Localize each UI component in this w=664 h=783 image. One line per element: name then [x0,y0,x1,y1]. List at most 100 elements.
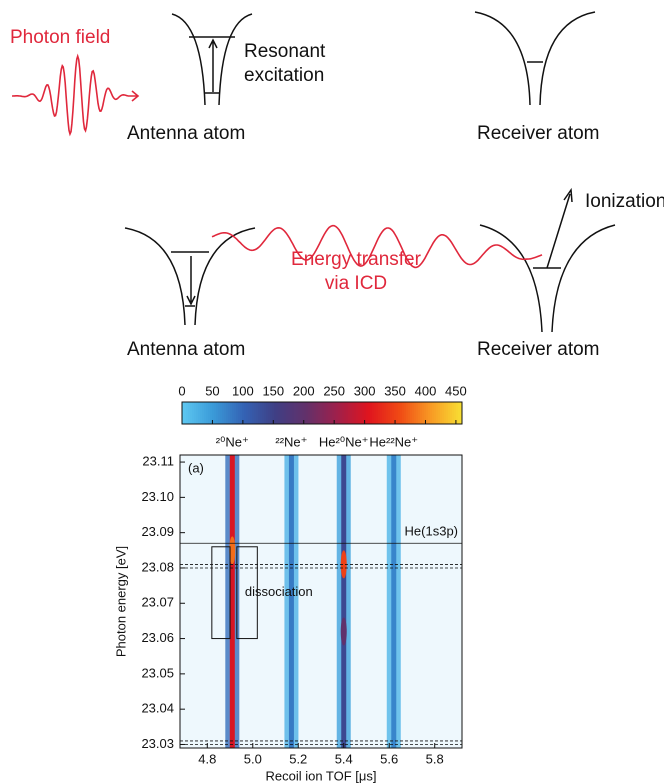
peak [288,455,294,748]
colorbar-tick-label: 350 [384,383,406,398]
colorbar-cell [288,402,291,424]
colorbar-cell [186,402,189,424]
y-tick-label: 23.06 [141,630,174,645]
photon-wave [12,53,129,137]
x-tick-label: 5.0 [244,751,262,766]
colorbar-cell [266,402,269,424]
photon-arrow [128,90,140,102]
y-tick-label: 23.05 [141,665,174,680]
x-axis-label: Recoil ion TOF [μs] [265,768,376,783]
y-tick-label: 23.04 [141,701,174,716]
colorbar-cell [444,402,447,424]
colorbar-cell [268,402,271,424]
colorbar-cell [456,402,459,424]
colorbar-cell [426,402,429,424]
plot-frame [179,454,463,749]
colorbar-cell [282,402,285,424]
y-tick-label: 23.11 [142,453,174,468]
colorbar-tick-label: 300 [354,383,376,398]
chart: 0 50 100 150 200 250 300 350 400 450 ²⁰Ne⁺ ²²Ne⁺ He²… [113,383,466,783]
colorbar-cell [206,402,209,424]
colorbar-cell [294,402,297,424]
colorbar-cell [348,402,351,424]
box-label: dissociation [245,584,313,599]
colorbar-cell [320,402,323,424]
colorbar-cell [196,402,199,424]
plot-bg [180,455,462,748]
colorbar-cell [314,402,317,424]
arrow [208,38,218,92]
colorbar-cell [212,402,215,424]
colorbar-cell [272,402,275,424]
diagram: Photon field Resonant excitation Antenna… [10,11,664,360]
colorbar-cell [304,402,307,424]
colorbar-cell [218,402,221,424]
colorbar-cell [182,402,185,424]
colorbar-cell [368,402,371,424]
y-tick-label: 23.10 [141,489,174,504]
icd-label: via ICD [325,273,387,294]
colorbar-cell [416,402,419,424]
colorbar-cell [236,402,239,424]
colorbar-cell [190,402,193,424]
colorbar-cell [310,402,313,424]
colorbar-cell [340,402,343,424]
peak-label: ²⁰Ne⁺ [216,434,249,449]
colorbar-cell [230,402,233,424]
colorbar-cell [242,402,245,424]
colorbar-cell [408,402,411,424]
y-axis-label: Photon energy [eV] [113,546,128,657]
x-tick-label: 5.2 [289,751,307,766]
colorbar-cell [290,402,293,424]
colorbar-cell [342,402,345,424]
icd-wave [211,224,543,269]
colorbar-cell [386,402,389,424]
colorbar-cell [430,402,433,424]
colorbar-cell [216,402,219,424]
colorbar-cell [382,402,385,424]
colorbar-cell [240,402,243,424]
resonant-label: Resonant [244,41,326,62]
colorbar-cell [226,402,229,424]
well [124,227,256,326]
receiver-label: Receiver atom [477,123,600,144]
y-tick-label: 23.09 [141,524,174,539]
arrow [186,256,196,306]
colorbar-cell [360,402,363,424]
peak-label: He²⁰Ne⁺ [319,434,369,449]
colorbar-cell [442,402,445,424]
colorbar-cell [422,402,425,424]
colorbar-cell [264,402,267,424]
colorbar-cell [412,402,415,424]
colorbar-cell [388,402,391,424]
colorbar-cell [420,402,423,424]
colorbar-cell [432,402,435,424]
colorbar-cell [364,402,367,424]
colorbar-cell [208,402,211,424]
colorbar-cell [292,402,295,424]
colorbar-cell [214,402,217,424]
colorbar-cell [448,402,451,424]
colorbar-cell [224,402,227,424]
colorbar-cell [460,402,463,424]
colorbar-cell [370,402,373,424]
icd-label: Energy transfer [291,249,422,270]
colorbar-cell [338,402,341,424]
colorbar-tick-label: 50 [205,383,219,398]
peak-label: ²²Ne⁺ [275,434,307,449]
colorbar-cell [324,402,327,424]
colorbar-tick-label: 250 [323,383,345,398]
colorbar-cell [300,402,303,424]
colorbar-cell [302,402,305,424]
colorbar-cell [204,402,207,424]
y-tick-label: 23.03 [141,736,174,751]
colorbar-cell [424,402,427,424]
levels [189,36,235,94]
colorbar-cell [438,402,441,424]
colorbar-cell [276,402,279,424]
y-tick-label: 23.08 [141,559,174,574]
y-tick-label: 23.07 [141,595,174,610]
colorbar-cell [392,402,395,424]
ionization-label: Ionization [585,191,664,212]
colorbar-cell [404,402,407,424]
